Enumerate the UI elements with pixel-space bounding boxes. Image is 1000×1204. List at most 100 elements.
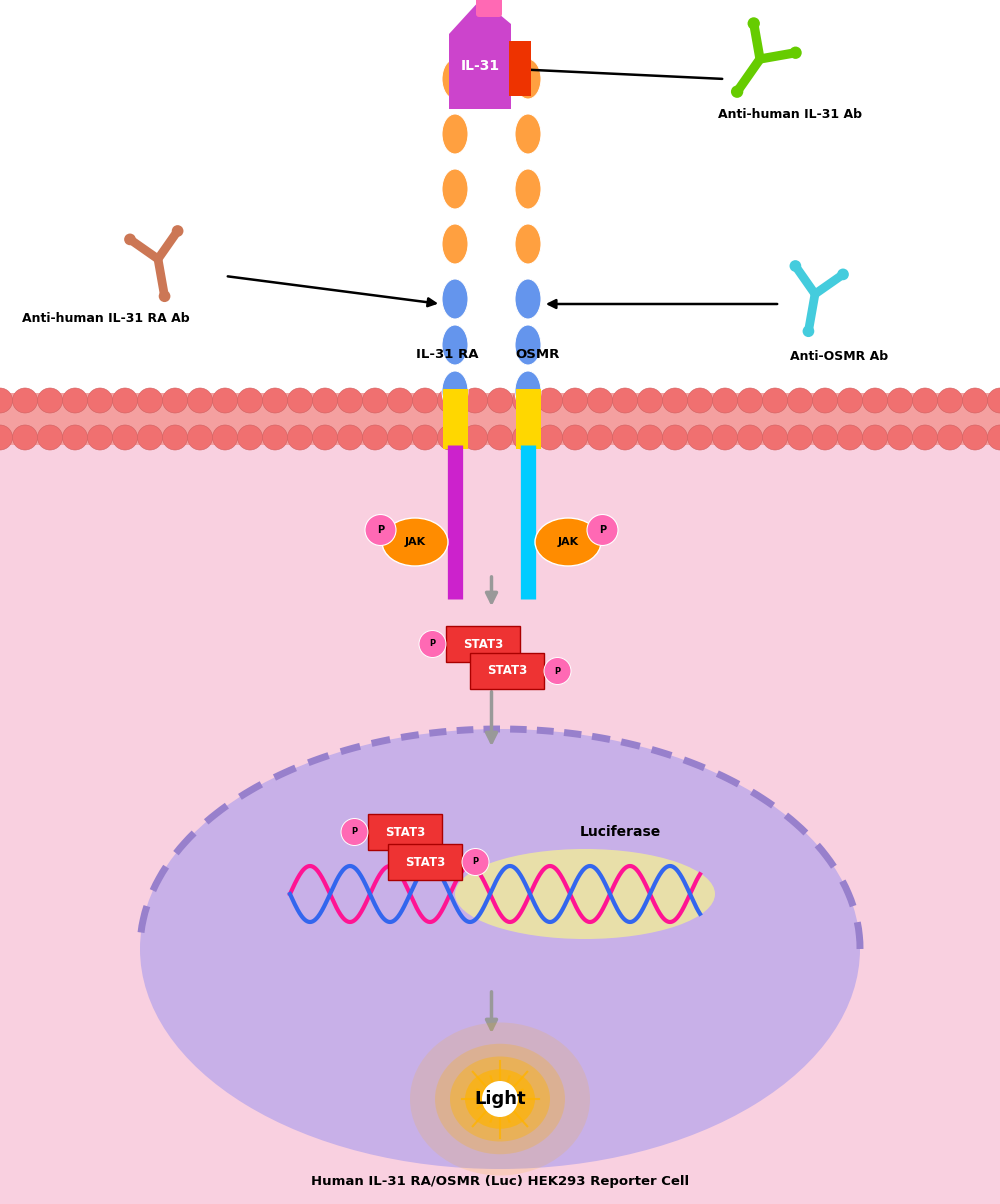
Ellipse shape <box>442 169 468 209</box>
Circle shape <box>562 388 588 413</box>
Circle shape <box>38 425 62 450</box>
Text: IL-31 RA: IL-31 RA <box>416 348 478 361</box>
Polygon shape <box>449 0 511 110</box>
Circle shape <box>338 388 362 413</box>
Ellipse shape <box>465 1069 535 1129</box>
Circle shape <box>538 388 562 413</box>
Circle shape <box>638 388 662 413</box>
Circle shape <box>748 17 760 30</box>
Circle shape <box>662 425 688 450</box>
Circle shape <box>562 425 588 450</box>
Circle shape <box>612 388 638 413</box>
Text: P: P <box>377 525 384 535</box>
Circle shape <box>912 388 938 413</box>
Circle shape <box>788 425 812 450</box>
Circle shape <box>938 425 962 450</box>
FancyBboxPatch shape <box>446 626 520 662</box>
Circle shape <box>763 425 788 450</box>
Circle shape <box>763 388 788 413</box>
Circle shape <box>212 388 238 413</box>
Text: STAT3: STAT3 <box>405 856 445 868</box>
Circle shape <box>512 425 538 450</box>
Ellipse shape <box>515 279 541 319</box>
Circle shape <box>362 425 388 450</box>
FancyBboxPatch shape <box>476 0 502 17</box>
FancyBboxPatch shape <box>368 814 442 850</box>
Ellipse shape <box>442 279 468 319</box>
Circle shape <box>788 388 812 413</box>
Circle shape <box>731 85 743 98</box>
Ellipse shape <box>455 849 715 939</box>
Text: P: P <box>429 639 436 649</box>
Text: STAT3: STAT3 <box>385 826 425 838</box>
Circle shape <box>888 388 912 413</box>
Text: Human IL-31 RA/OSMR (Luc) HEK293 Reporter Cell: Human IL-31 RA/OSMR (Luc) HEK293 Reporte… <box>311 1175 689 1188</box>
Circle shape <box>538 425 562 450</box>
Circle shape <box>262 388 288 413</box>
Text: Anti-human IL-31 Ab: Anti-human IL-31 Ab <box>718 107 862 120</box>
Circle shape <box>413 388 438 413</box>
Circle shape <box>138 388 162 413</box>
Circle shape <box>588 388 612 413</box>
Circle shape <box>862 425 888 450</box>
Circle shape <box>288 425 312 450</box>
Circle shape <box>962 425 988 450</box>
Circle shape <box>62 388 88 413</box>
Circle shape <box>312 425 338 450</box>
Circle shape <box>12 425 38 450</box>
Circle shape <box>419 631 446 657</box>
Text: STAT3: STAT3 <box>463 637 503 650</box>
Circle shape <box>212 425 238 450</box>
Circle shape <box>988 388 1000 413</box>
Circle shape <box>712 425 738 450</box>
Text: P: P <box>599 525 606 535</box>
Circle shape <box>688 388 712 413</box>
Ellipse shape <box>442 114 468 154</box>
Ellipse shape <box>442 224 468 264</box>
Circle shape <box>988 425 1000 450</box>
Circle shape <box>365 514 396 545</box>
Circle shape <box>488 425 512 450</box>
Circle shape <box>912 425 938 450</box>
Circle shape <box>789 47 802 59</box>
Circle shape <box>438 388 462 413</box>
Circle shape <box>612 425 638 450</box>
Ellipse shape <box>515 325 541 365</box>
Circle shape <box>938 388 962 413</box>
Bar <box>0 393 1000 445</box>
Circle shape <box>512 388 538 413</box>
Ellipse shape <box>515 114 541 154</box>
Text: STAT3: STAT3 <box>487 665 527 678</box>
Ellipse shape <box>535 518 601 566</box>
Text: JAK: JAK <box>557 537 579 547</box>
Circle shape <box>88 425 112 450</box>
Ellipse shape <box>140 728 860 1169</box>
Circle shape <box>162 425 188 450</box>
Text: P: P <box>554 667 561 675</box>
Text: P: P <box>472 857 479 867</box>
Circle shape <box>124 234 136 246</box>
Circle shape <box>288 388 312 413</box>
Circle shape <box>738 425 763 450</box>
Ellipse shape <box>515 224 541 264</box>
Circle shape <box>712 388 738 413</box>
Circle shape <box>88 388 112 413</box>
Ellipse shape <box>515 59 541 99</box>
Circle shape <box>837 268 849 281</box>
Circle shape <box>388 425 413 450</box>
Circle shape <box>888 425 912 450</box>
Circle shape <box>812 425 838 450</box>
Ellipse shape <box>442 325 468 365</box>
Circle shape <box>388 388 413 413</box>
Circle shape <box>482 1081 518 1117</box>
Ellipse shape <box>515 371 541 411</box>
Circle shape <box>962 388 988 413</box>
Circle shape <box>362 388 388 413</box>
Circle shape <box>0 388 12 413</box>
Text: P: P <box>351 827 358 837</box>
Text: Anti-human IL-31 RA Ab: Anti-human IL-31 RA Ab <box>22 313 190 325</box>
Circle shape <box>838 388 862 413</box>
Text: OSMR: OSMR <box>516 348 560 361</box>
Text: Anti-OSMR Ab: Anti-OSMR Ab <box>790 349 888 362</box>
Text: Light: Light <box>474 1090 526 1108</box>
